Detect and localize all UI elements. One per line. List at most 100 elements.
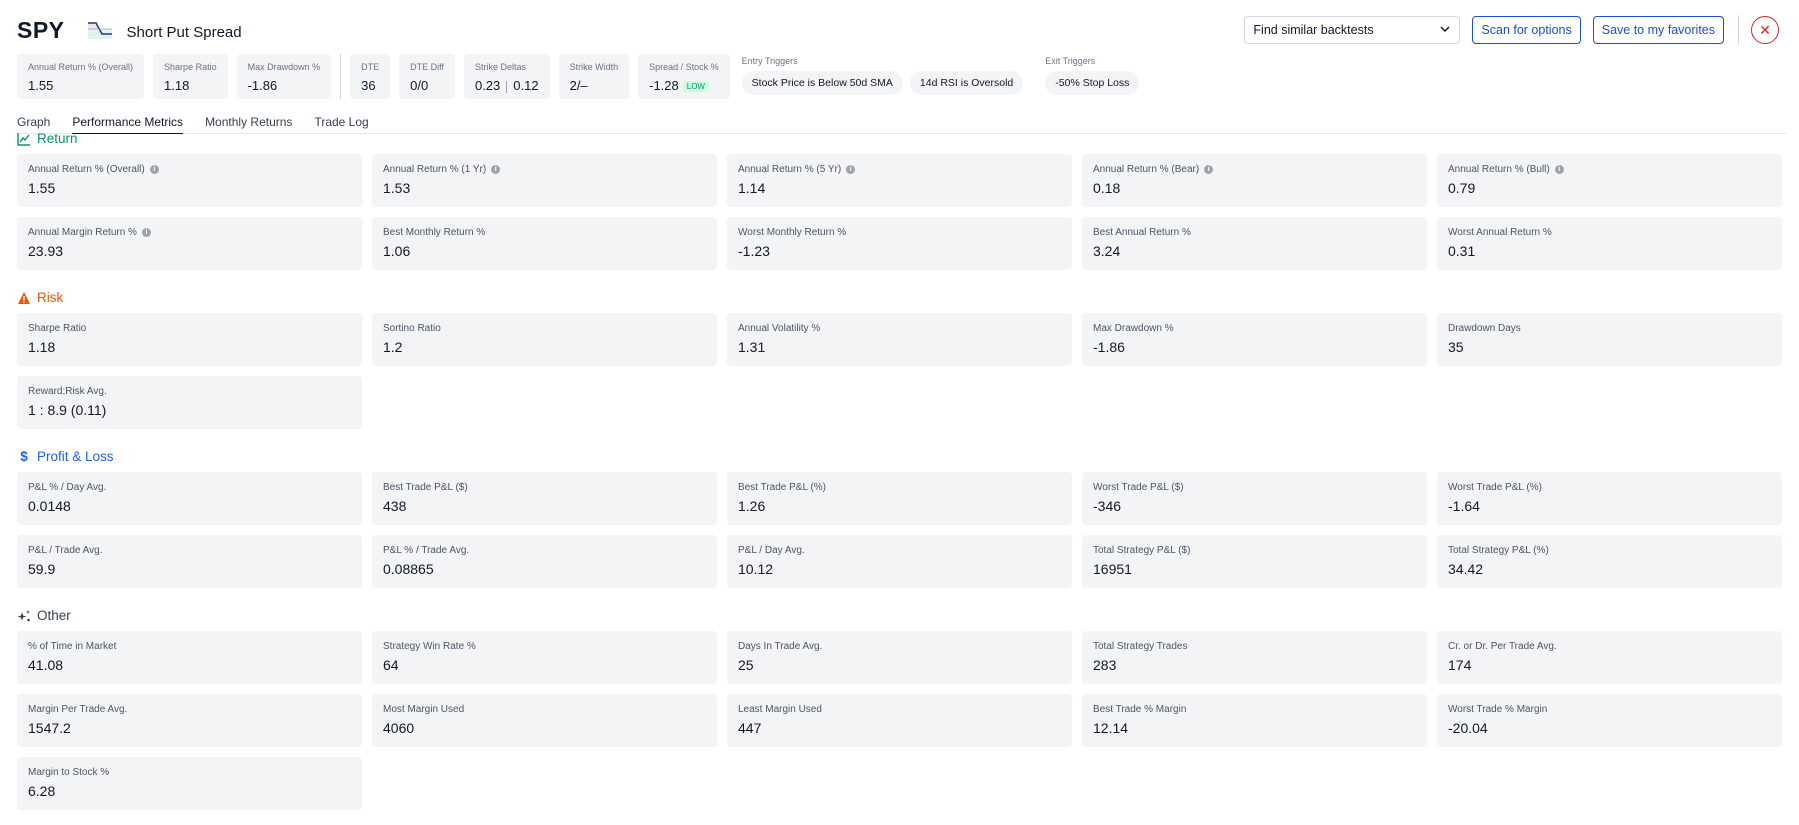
metric-label: Annual Volatility % xyxy=(738,323,821,334)
metric-value: 41.08 xyxy=(28,657,64,673)
tab-performance-metrics[interactable]: Performance Metrics xyxy=(72,115,184,134)
tab-monthly-returns[interactable]: Monthly Returns xyxy=(205,115,293,129)
info-icon[interactable]: i xyxy=(1204,165,1214,174)
dollar-icon: $ xyxy=(20,449,28,464)
section-title: Return xyxy=(37,131,78,146)
metric-label: Worst Monthly Return % xyxy=(738,227,847,238)
info-icon[interactable]: i xyxy=(149,165,159,174)
scan-for-options-button[interactable]: Scan for options xyxy=(1472,16,1581,44)
strategy-name: Short Put Spread xyxy=(126,23,242,41)
metrics-row: P&L % / Day Avg. 0.0148 Best Trade P&L ($… xyxy=(17,472,1792,525)
metric-value: 3.24 xyxy=(1093,243,1121,259)
metric-value: -1.64 xyxy=(1448,498,1480,514)
metric-card: Worst Monthly Return % -1.23 xyxy=(727,217,1072,270)
find-similar-select-value: Find similar backtests xyxy=(1253,23,1374,37)
summary-label: Strike Deltas xyxy=(474,62,526,72)
metric-label: Worst Trade P&L (%) xyxy=(1448,482,1542,493)
metric-card: Least Margin Used 447 xyxy=(727,694,1072,747)
entry-trigger-chip[interactable]: 14d RSI is Oversold xyxy=(909,71,1024,95)
metrics-row: % of Time in Market 41.08 Strategy Win Ra… xyxy=(17,631,1792,684)
metric-label-text: Annual Return % (Overall) xyxy=(28,164,145,175)
summary-max-drawdown: Max Drawdown % -1.86 xyxy=(236,54,332,99)
info-icon[interactable]: i xyxy=(141,228,151,237)
metric-card: Most Margin Used 4060 xyxy=(372,694,717,747)
summary-strike-deltas: Strike Deltas 0.23 0.12 xyxy=(463,54,550,99)
summary-value: 0/0 xyxy=(410,78,429,93)
metric-card: Margin to Stock % 6.28 xyxy=(17,757,362,810)
summary-sharpe-ratio: Sharpe Ratio 1.18 xyxy=(153,54,228,99)
exit-triggers: Exit Triggers -50% Stop Loss xyxy=(1045,54,1146,95)
metric-value: 10.12 xyxy=(738,561,774,577)
metric-value: 1.2 xyxy=(383,339,403,355)
metric-label: Best Trade % Margin xyxy=(1093,704,1187,715)
metric-label: P&L % / Day Avg. xyxy=(28,482,107,493)
summary-dte-diff: DTE Diff 0/0 xyxy=(399,54,455,99)
metric-card: P&L % / Day Avg. 0.0148 xyxy=(17,472,362,525)
metric-label: Days In Trade Avg. xyxy=(738,641,823,652)
metric-value: -1.86 xyxy=(1093,339,1125,355)
metric-label: Sharpe Ratio xyxy=(28,323,87,334)
metric-value: 34.42 xyxy=(1448,561,1484,577)
info-icon[interactable]: i xyxy=(1554,165,1564,174)
metric-label: P&L / Trade Avg. xyxy=(28,545,103,556)
metric-label: Best Trade P&L ($) xyxy=(383,482,468,493)
header: SPY Short Put Spread Find similar backte… xyxy=(17,12,1779,48)
metric-label: Least Margin Used xyxy=(738,704,822,715)
metric-card: P&L % / Trade Avg. 0.08865 xyxy=(372,535,717,588)
summary-divider xyxy=(340,54,342,99)
info-icon[interactable]: i xyxy=(846,165,856,174)
metric-value: 4060 xyxy=(383,720,415,736)
metric-card: Total Strategy Trades 283 xyxy=(1082,631,1427,684)
metric-value: 35 xyxy=(1448,339,1464,355)
summary-value: -1.86 xyxy=(247,78,278,93)
metric-label: Total Strategy P&L (%) xyxy=(1448,545,1549,556)
metric-label: Total Strategy Trades xyxy=(1093,641,1188,652)
metric-label-text: Annual Return % (Bull) xyxy=(1448,164,1550,175)
metric-card: Annual Margin Return % i 23.93 xyxy=(17,217,362,270)
tab-graph[interactable]: Graph xyxy=(17,115,51,129)
find-similar-select[interactable]: Find similar backtests xyxy=(1244,16,1461,44)
exit-trigger-chip[interactable]: -50% Stop Loss xyxy=(1045,71,1140,95)
metric-value: -1.23 xyxy=(738,243,770,259)
summary-annual-return: Annual Return % (Overall) 1.55 xyxy=(17,54,145,99)
metric-card: Days In Trade Avg. 25 xyxy=(727,631,1072,684)
summary-dte: DTE 36 xyxy=(350,54,391,99)
info-icon[interactable]: i xyxy=(491,165,501,174)
metric-card: % of Time in Market 41.08 xyxy=(17,631,362,684)
header-actions: Find similar backtests Scan for options … xyxy=(1244,15,1779,45)
metrics-row: Annual Margin Return % i 23.93 Best Monthl… xyxy=(17,217,1792,270)
section-risk: Risk xyxy=(17,290,63,305)
summary-value: -1.28 LOW xyxy=(649,78,719,93)
save-to-favorites-button[interactable]: Save to my favorites xyxy=(1592,16,1724,44)
metric-value: 59.9 xyxy=(28,561,56,577)
metric-value: 1.14 xyxy=(738,180,766,196)
metric-label: Annual Margin Return % i xyxy=(28,227,351,238)
entry-trigger-chip[interactable]: Stock Price is Below 50d SMA xyxy=(741,71,903,95)
metric-card: P&L / Trade Avg. 59.9 xyxy=(17,535,362,588)
metric-value: 1 : 8.9 (0.11) xyxy=(28,402,107,418)
metric-value: 174 xyxy=(1448,657,1472,673)
metric-card: Worst Annual Return % 0.31 xyxy=(1437,217,1782,270)
metric-card: Worst Trade % Margin -20.04 xyxy=(1437,694,1782,747)
tab-trade-log[interactable]: Trade Log xyxy=(314,115,369,129)
sparkles-icon xyxy=(17,609,31,623)
metric-value: -20.04 xyxy=(1448,720,1488,736)
metric-label: Best Annual Return % xyxy=(1093,227,1191,238)
metric-label: Total Strategy P&L ($) xyxy=(1093,545,1191,556)
delta-separator xyxy=(506,80,508,93)
metric-label: Worst Annual Return % xyxy=(1448,227,1552,238)
summary-label: DTE xyxy=(361,62,380,72)
close-icon[interactable]: ✕ xyxy=(1751,16,1779,44)
metric-card: Total Strategy P&L (%) 34.42 xyxy=(1437,535,1782,588)
metric-value: 283 xyxy=(1093,657,1117,673)
metric-card: Worst Trade P&L ($) -346 xyxy=(1082,472,1427,525)
metric-value: 1.26 xyxy=(738,498,766,514)
metric-value: 1.55 xyxy=(28,180,56,196)
metric-value: 12.14 xyxy=(1093,720,1129,736)
strike-delta-a: 0.23 xyxy=(474,78,501,93)
spread-stock-value: -1.28 xyxy=(649,78,679,93)
low-badge: LOW xyxy=(682,81,709,93)
metric-card: Drawdown Days 35 xyxy=(1437,313,1782,366)
section-other: Other xyxy=(17,608,71,623)
summary-label: Sharpe Ratio xyxy=(164,62,217,72)
